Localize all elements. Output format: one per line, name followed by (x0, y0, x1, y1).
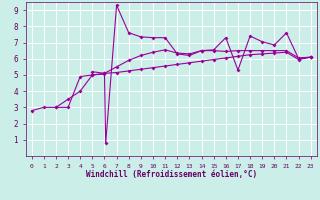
X-axis label: Windchill (Refroidissement éolien,°C): Windchill (Refroidissement éolien,°C) (86, 170, 257, 179)
